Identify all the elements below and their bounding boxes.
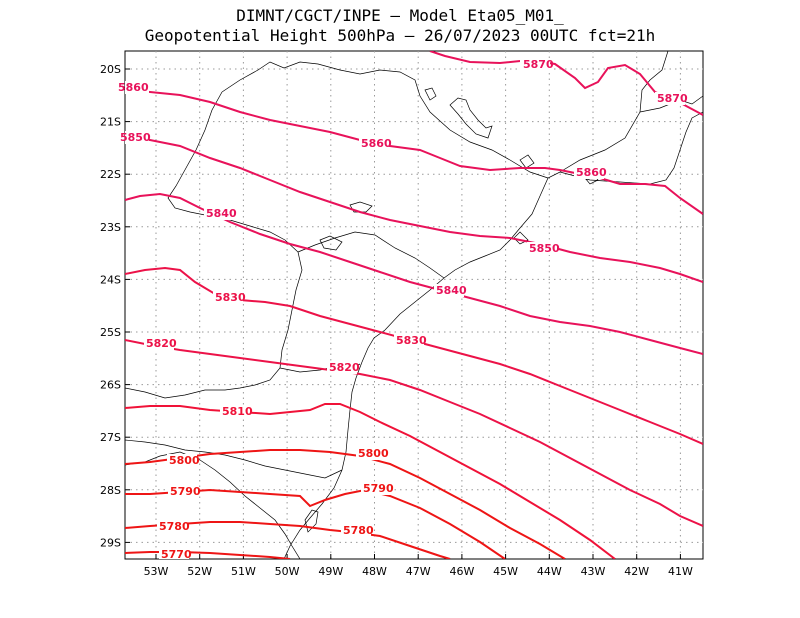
- contour-label-5780-b: 5780: [343, 524, 374, 537]
- contour-5820: [125, 339, 703, 527]
- lat-tick-label: 29S: [100, 536, 121, 549]
- reservoir: [424, 87, 437, 101]
- lat-tick-label: 26S: [100, 379, 121, 392]
- state-border: [125, 439, 343, 479]
- lon-tick-label: 52W: [187, 565, 212, 578]
- state-border: [167, 91, 299, 253]
- bay: [513, 231, 529, 245]
- lon-tick-label: 43W: [581, 565, 606, 578]
- lon-tick-label: 49W: [318, 565, 343, 578]
- lat-tick-label: 21S: [100, 116, 121, 129]
- contour-label-5830-b: 5830: [396, 334, 427, 347]
- contour-label-5860-a: 5860: [118, 81, 149, 94]
- contour-label-5870-a: 5870: [523, 58, 554, 71]
- reservoir: [519, 154, 535, 169]
- contour-5830: [125, 266, 703, 445]
- lon-tick-label: 50W: [275, 565, 300, 578]
- lon-tick-label: 51W: [231, 565, 256, 578]
- lat-tick-label: 23S: [100, 221, 121, 234]
- contour-5870: [429, 51, 703, 116]
- contour-label-5800-a: 5800: [169, 454, 200, 467]
- contour-labels: 5870 5870 5860 5860 5860 5850 5850 5840 …: [118, 58, 688, 561]
- contour-label-5850-a: 5850: [120, 131, 151, 144]
- contour-label-5850-b: 5850: [529, 242, 560, 255]
- lagoon: [304, 509, 319, 533]
- contour-label-5840-a: 5840: [206, 207, 237, 220]
- reservoir: [449, 97, 493, 139]
- state-border: [125, 251, 303, 399]
- contour-5810: [125, 403, 616, 559]
- map-title-line2: Geopotential Height 500hPa — 26/07/2023 …: [144, 26, 656, 45]
- coastline-and-borders: [125, 51, 703, 559]
- contour-label-5810: 5810: [222, 405, 253, 418]
- lon-tick-label: 44W: [537, 565, 562, 578]
- state-border: [125, 451, 301, 559]
- contour-label-5820-a: 5820: [146, 337, 177, 350]
- contour-5840: [125, 192, 703, 355]
- lat-tick-label: 27S: [100, 431, 121, 444]
- contour-label-5790-a: 5790: [170, 485, 201, 498]
- contour-label-5860-c: 5860: [576, 166, 607, 179]
- axis-ticks: 53W 52W 51W 50W 49W 48W 47W 46W 45W 44W 43W 42W 41W 2…: [100, 63, 693, 578]
- contour-5770: [125, 551, 291, 559]
- contour-label-5790-b: 5790: [363, 482, 394, 495]
- state-border: [221, 61, 549, 179]
- contour-label-5830-a: 5830: [215, 291, 246, 304]
- lat-tick-label: 25S: [100, 326, 121, 339]
- contour-label-5800-b: 5800: [358, 447, 389, 460]
- map-title-line1: DIMNT/CGCT/INPE — Model Eta05_M01_: [236, 6, 564, 25]
- lon-tick-label: 48W: [362, 565, 387, 578]
- lat-tick-label: 28S: [100, 484, 121, 497]
- lon-tick-label: 42W: [624, 565, 649, 578]
- contour-label-5820-b: 5820: [329, 361, 360, 374]
- reservoir: [319, 235, 343, 251]
- lon-tick-label: 46W: [449, 565, 474, 578]
- contour-label-5770: 5770: [161, 548, 192, 561]
- lon-tick-label: 53W: [144, 565, 169, 578]
- lat-tick-label: 22S: [100, 168, 121, 181]
- contour-label-5860-b: 5860: [361, 137, 392, 150]
- lon-tick-label: 47W: [406, 565, 431, 578]
- contour-label-5840-b: 5840: [436, 284, 467, 297]
- lon-tick-label: 45W: [493, 565, 518, 578]
- contour-label-5780-a: 5780: [159, 520, 190, 533]
- contour-label-5870-b: 5870: [657, 92, 688, 105]
- lat-tick-label: 24S: [100, 273, 121, 286]
- lat-tick-label: 20S: [100, 63, 121, 76]
- contour-5850: [125, 137, 703, 283]
- contour-5860: [125, 89, 703, 215]
- reservoir: [349, 201, 373, 213]
- lon-tick-label: 41W: [668, 565, 693, 578]
